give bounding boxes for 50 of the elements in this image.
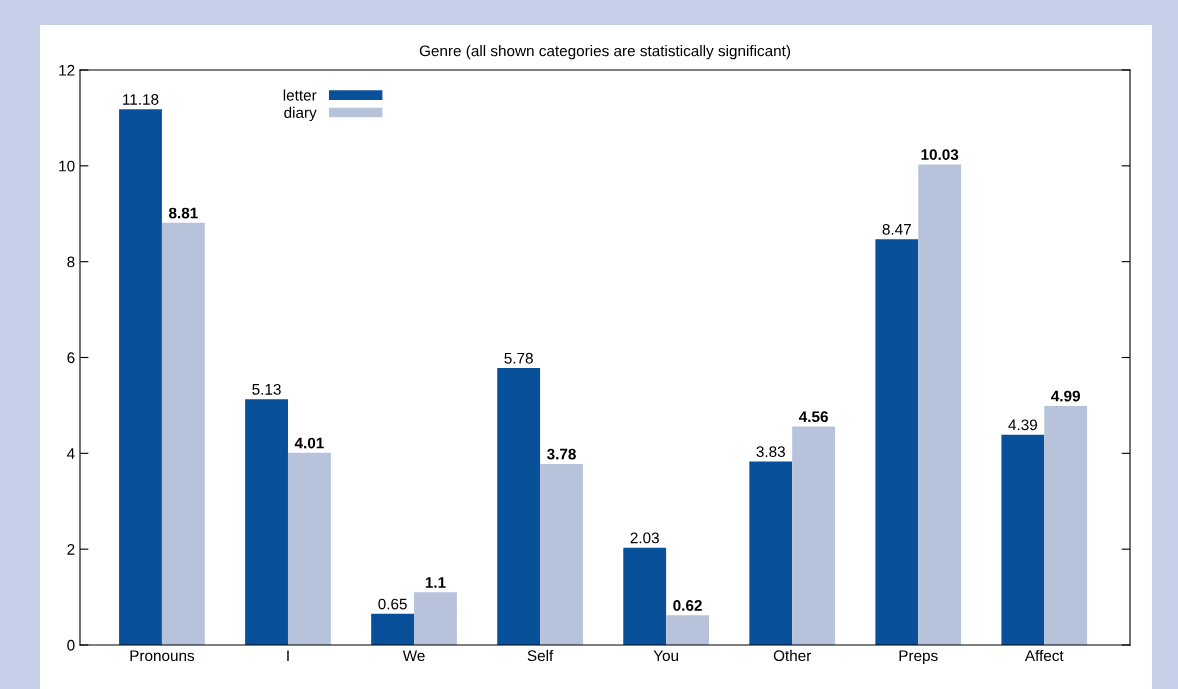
bar xyxy=(371,613,415,645)
data-label: 1.1 xyxy=(425,577,446,588)
x-tick-label: Other xyxy=(773,649,812,662)
bar xyxy=(875,239,919,645)
bar xyxy=(918,164,962,645)
y-tick-label: 4 xyxy=(66,448,75,459)
data-label: 11.18 xyxy=(123,94,159,105)
x-tick-label: You xyxy=(653,650,679,662)
x-tick-label: Affect xyxy=(1024,649,1064,662)
data-label: 4.99 xyxy=(1051,390,1081,402)
x-tick-label: Preps xyxy=(899,650,938,665)
data-label: 3.78 xyxy=(547,448,576,460)
bar xyxy=(161,222,205,645)
bar xyxy=(666,615,709,645)
y-tick-label: 6 xyxy=(67,352,75,364)
data-label: 2.03 xyxy=(630,532,659,544)
data-label: 10.03 xyxy=(921,149,959,161)
bar xyxy=(540,463,583,645)
y-tick-label: 8 xyxy=(67,256,75,268)
y-tick-label: 12 xyxy=(59,64,75,76)
bar xyxy=(245,399,288,645)
chart-title: Genre (all shown categories are statistically significant) xyxy=(419,45,791,60)
bar xyxy=(497,368,541,645)
bar xyxy=(119,109,162,645)
y-tick-label: 10 xyxy=(59,160,75,172)
data-label: 0.65 xyxy=(378,598,407,610)
data-label: 4.56 xyxy=(798,411,828,423)
bar xyxy=(414,592,457,645)
bar xyxy=(749,461,793,645)
bar xyxy=(1044,405,1088,645)
data-label: 3.83 xyxy=(756,446,785,458)
y-tick-label: 0 xyxy=(67,639,75,651)
data-label: 0.62 xyxy=(673,600,702,611)
data-label: 4.39 xyxy=(1008,419,1037,431)
data-label: 4.01 xyxy=(294,437,324,449)
x-tick-label: Self xyxy=(527,649,554,662)
x-tick-label: We xyxy=(402,650,425,662)
bar xyxy=(623,547,667,645)
data-label: 5.78 xyxy=(504,352,533,364)
data-label: 8.81 xyxy=(168,207,198,219)
bar xyxy=(1001,434,1045,645)
legend-label: letter xyxy=(283,89,317,101)
legend-label: diary xyxy=(284,106,317,122)
data-label: 5.13 xyxy=(252,383,281,395)
x-tick-label: Pronouns xyxy=(130,650,195,662)
bar xyxy=(287,452,331,645)
y-tick-label: 2 xyxy=(67,544,75,555)
x-tick-label: I xyxy=(287,650,289,661)
data-label: 8.47 xyxy=(882,223,911,235)
bar xyxy=(792,426,836,645)
